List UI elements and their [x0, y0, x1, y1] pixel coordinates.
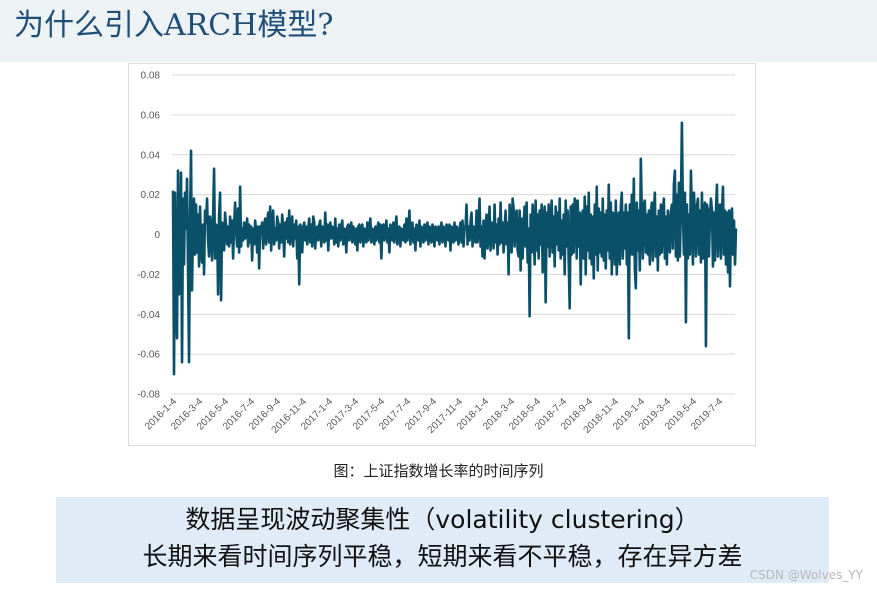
slide-title: 为什么引入ARCH模型?: [14, 8, 334, 43]
series-line: [171, 121, 738, 376]
y-tick-label: -0.02: [137, 270, 160, 281]
summary-box: 数据呈现波动聚集性（volatility clustering） 长期来看时间序…: [56, 497, 829, 583]
y-tick-label: -0.04: [137, 310, 160, 321]
title-bar: 为什么引入ARCH模型?: [0, 0, 877, 62]
y-tick-label: -0.06: [137, 350, 160, 361]
y-tick-label: -0.08: [137, 390, 160, 401]
y-tick-label: 0: [154, 230, 160, 241]
summary-line-2: 长期来看时间序列平稳，短期来看不平稳，存在异方差: [142, 542, 743, 571]
chart-caption: 图：上证指数增长率的时间序列: [333, 462, 544, 480]
y-tick-label: 0.06: [141, 110, 161, 121]
chart-svg: 0.080.060.040.020-0.02-0.04-0.06-0.08201…: [137, 71, 738, 436]
summary-line-1: 数据呈现波动聚集性（volatility clustering）: [185, 505, 700, 534]
y-tick-label: 0.08: [141, 71, 161, 82]
y-tick-label: 0.04: [141, 150, 161, 161]
watermark: CSDN @Wolves_YY: [749, 568, 863, 582]
y-tick-label: 0.02: [141, 190, 161, 201]
chart-frame: 0.08 0.06 0.04 0.02 0 -0.02 -0.04 -0.06 -0.08 201…: [128, 63, 756, 446]
